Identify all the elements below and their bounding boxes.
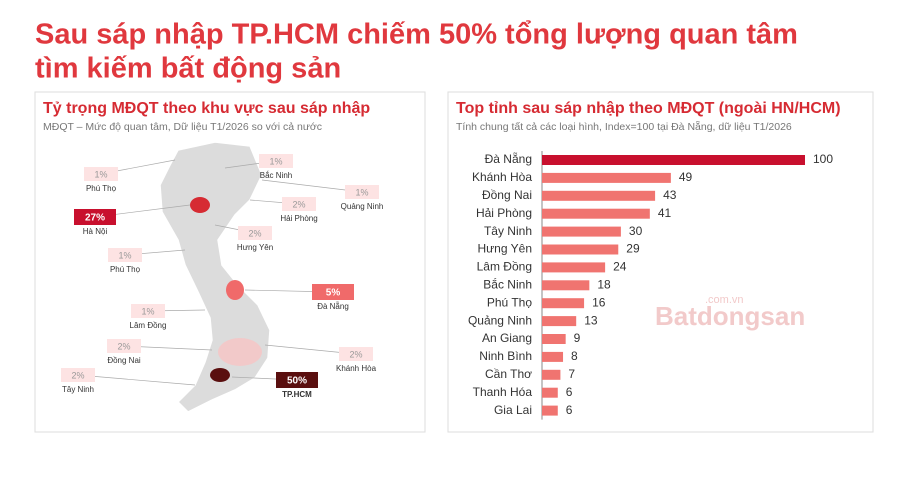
region-name: Hải Phòng [280,214,317,223]
page-title-line-1: Sau sáp nhập TP.HCM chiếm 50% tổng lượng… [35,19,798,51]
category-label: Lâm Đồng [477,260,532,274]
region-name: Tây Ninh [62,385,94,394]
value-box [259,154,293,168]
value-box [312,284,354,300]
value-label: 1% [118,250,131,260]
map-title: Tỷ trọng MĐQT theo khu vực sau sáp nhập [43,100,370,117]
value-label: 9 [574,331,581,345]
value-label: 13 [584,313,598,327]
value-box [107,339,141,353]
category-label: Đà Nẵng [485,151,532,166]
value-label: 2% [248,228,261,238]
value-box [238,226,272,240]
value-box [74,209,116,225]
hcm-region [210,368,230,382]
value-label: 6 [566,403,573,417]
value-label: 1% [141,306,154,316]
region-name: Hưng Yên [237,243,273,252]
value-label: 100 [813,152,833,166]
value-box [84,167,118,181]
leader-line [77,374,196,386]
value-label: 5% [326,288,341,299]
region-name: Phú Thọ [86,184,117,193]
watermark: Batdongsan [655,301,805,331]
category-label: Hưng Yên [477,242,532,256]
bar [542,155,805,165]
value-label: 41 [658,206,672,220]
value-label: 50% [287,376,307,387]
value-box [61,368,95,382]
category-label: Hải Phòng [476,206,532,220]
value-label: 16 [592,295,606,309]
region-name: Phú Thọ [110,265,141,274]
bar [542,334,566,344]
value-label: 1% [355,187,368,197]
bar [542,369,561,380]
region-name: Hà Nội [83,227,108,236]
region-name: TP.HCM [282,390,312,399]
value-label: 6 [566,385,573,399]
value-label: 18 [597,277,611,291]
region-name: Đà Nẵng [317,302,349,311]
bar [542,226,621,237]
category-label: Khánh Hòa [472,170,532,184]
category-label: Gia Lai [494,403,532,417]
bar [542,316,577,327]
value-box [345,185,379,199]
category-label: Bắc Ninh [483,276,532,291]
value-box [282,197,316,211]
category-label: Thanh Hóa [473,385,533,399]
value-label: 30 [629,224,643,238]
south-region [218,338,262,366]
danang-region [226,280,244,300]
watermark: .com.vn [705,294,744,306]
region-name: Lâm Đồng [130,321,167,330]
category-label: Phú Thọ [487,295,532,309]
value-label: 43 [663,188,677,202]
region-name: Bắc Ninh [260,171,292,180]
map-subtitle: MĐQT – Mức độ quan tâm, Dữ liệu T1/2026 … [43,121,322,133]
value-label: 2% [349,349,362,359]
page-title-line-2: tìm kiếm bất động sản [35,53,341,85]
hanoi-region [190,197,210,213]
bar [542,298,585,309]
region-name: Quảng Ninh [341,202,384,211]
value-label: 1% [94,169,107,179]
value-label: 27% [85,213,105,224]
region-name: Đồng Nai [107,356,141,365]
bar-subtitle: Tính chung tất cả các loại hình, Index=1… [456,120,792,133]
bar [542,244,619,255]
value-box [131,304,165,318]
category-label: An Giang [482,331,532,345]
value-label: 29 [626,242,640,256]
region-name: Khánh Hòa [336,364,377,373]
category-label: Quảng Ninh [468,313,532,327]
value-label: 24 [613,260,627,274]
value-label: 1% [269,156,282,166]
bar [542,190,656,201]
bar [542,280,590,291]
value-label: 7 [568,367,575,381]
bar [542,405,558,416]
bar-title: Top tỉnh sau sáp nhập theo MĐQT (ngoài H… [456,100,841,117]
category-label: Cần Thơ [485,367,532,381]
bar [542,351,564,362]
value-box [339,347,373,361]
value-label: 2% [117,341,130,351]
value-label: 2% [71,370,84,380]
value-label: 2% [292,199,305,209]
bar [542,387,558,398]
value-label: 49 [679,170,693,184]
bar [542,208,650,219]
bar [542,172,671,183]
category-label: Ninh Bình [479,349,532,363]
category-label: Tây Ninh [484,224,532,238]
bar-panel [447,91,874,433]
bar [542,262,606,273]
value-label: 8 [571,349,578,363]
category-label: Đồng Nai [482,188,532,202]
value-box [276,372,318,388]
value-box [108,248,142,262]
